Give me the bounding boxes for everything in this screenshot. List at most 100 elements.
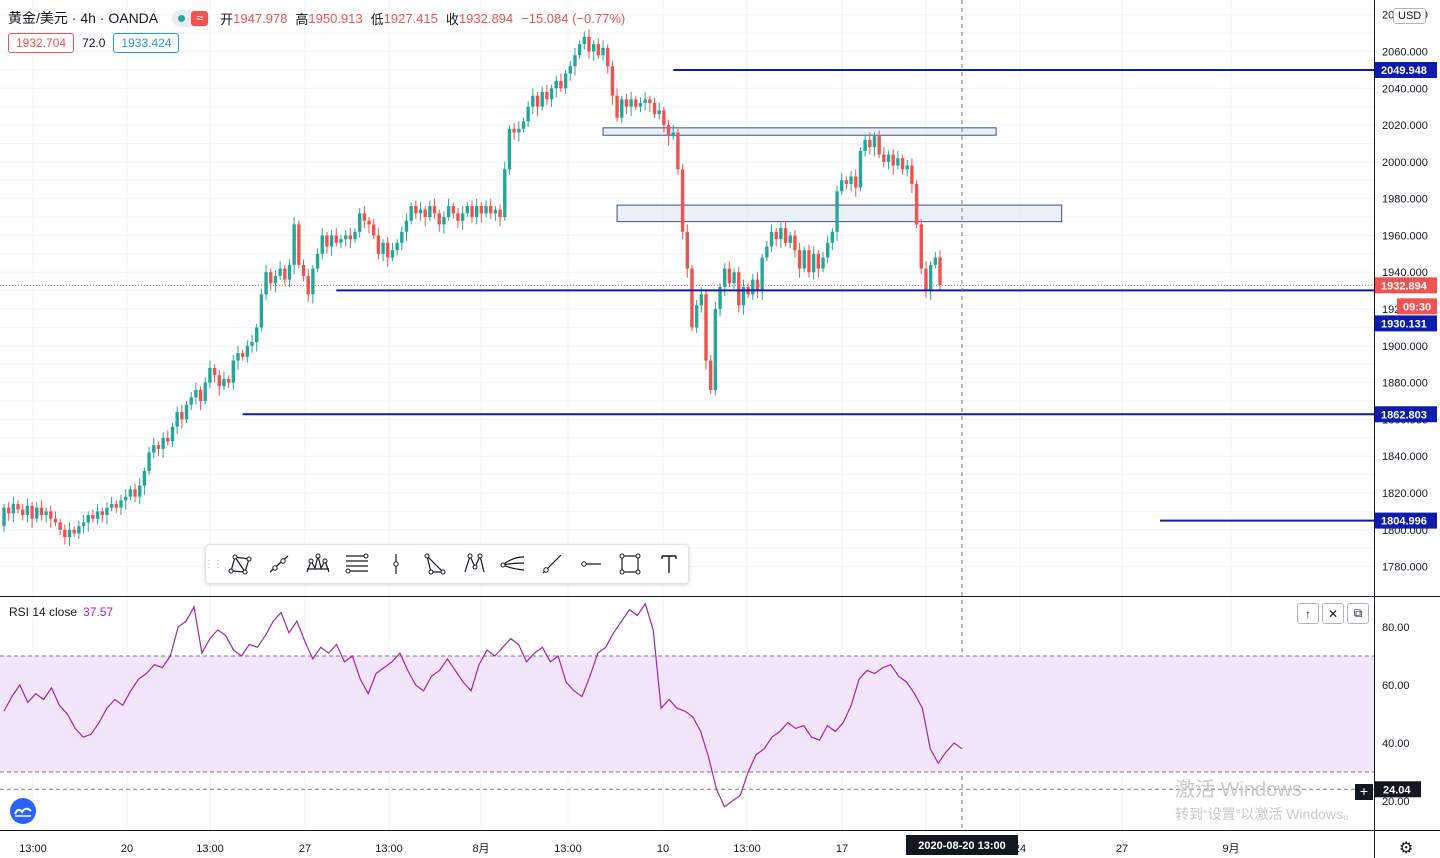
candle-body	[72, 529, 76, 534]
candle-body	[793, 235, 797, 251]
price-tick-label: 2040.000	[1382, 83, 1428, 95]
candle-body	[343, 235, 348, 240]
xabcd-pattern-icon[interactable]	[454, 549, 493, 579]
candle-body	[30, 505, 34, 519]
price-label-box	[1375, 61, 1437, 78]
candle-body	[591, 44, 596, 52]
price-tick-label: 1880.000	[1382, 378, 1428, 390]
time-tick-label: 27	[1116, 843, 1128, 855]
candle-body	[339, 239, 343, 243]
currency-button[interactable]: USD	[1393, 8, 1427, 24]
candle-body	[526, 106, 530, 122]
price-tick-label: 1960.000	[1382, 230, 1428, 242]
candle-body	[386, 242, 390, 258]
price-label-text: 1804.996	[1381, 516, 1427, 528]
abcd-pattern-icon[interactable]	[415, 549, 454, 579]
candle-body	[919, 224, 923, 269]
candle-body	[362, 213, 367, 221]
price-tick-label: 2020.000	[1382, 120, 1428, 132]
candle-body	[821, 257, 825, 269]
candle-body	[6, 507, 11, 514]
candle-body	[283, 268, 287, 280]
candle-body	[465, 206, 470, 214]
open-value: 1947.978	[233, 10, 288, 26]
crosshair-time-text: 2020-08-20 13:00	[918, 840, 1005, 852]
pitchfork-icon[interactable]	[493, 549, 532, 579]
candle-body	[512, 128, 516, 133]
rsi-pane-controls: ↑ ✕ ⧉	[1297, 603, 1369, 624]
candle-body	[620, 99, 624, 118]
candle-body	[348, 235, 353, 240]
trend-line-icon[interactable]	[259, 549, 298, 579]
price-label-text: 1862.803	[1381, 409, 1427, 421]
candle-body	[708, 360, 713, 390]
close-pane-button[interactable]: ✕	[1322, 603, 1344, 624]
candle-body	[685, 231, 689, 269]
high-value: 1950.913	[308, 10, 363, 26]
symbol-title[interactable]: 黄金/美元 · 4h · OANDA	[8, 10, 159, 26]
candle-body	[105, 507, 109, 516]
candle-body	[844, 180, 849, 184]
drag-handle-icon[interactable]: ⋮⋮	[204, 558, 223, 570]
candle-body	[573, 55, 577, 67]
candle-body	[896, 158, 900, 166]
tradingview-logo-icon[interactable]	[10, 798, 36, 824]
candle-body	[58, 522, 62, 530]
candle-body	[886, 154, 891, 162]
candle-body	[245, 345, 250, 357]
candle-body	[905, 165, 909, 170]
add-alert-plus-icon[interactable]: +	[1355, 784, 1373, 800]
candle-body	[194, 389, 198, 398]
head-shoulders-icon[interactable]	[298, 549, 337, 579]
candle-body	[432, 206, 437, 214]
maximize-pane-button[interactable]: ⧉	[1347, 603, 1369, 624]
candle-body	[928, 264, 933, 291]
candle-body	[825, 242, 830, 258]
watermark-line-2: 转到“设置”以激活 Windows。	[1175, 806, 1358, 822]
candle-body	[638, 103, 643, 107]
move-pane-up-button[interactable]: ↑	[1297, 603, 1319, 624]
candle-body	[208, 367, 212, 383]
candle-body	[704, 294, 708, 361]
ray-icon[interactable]	[532, 549, 571, 579]
candle-body	[198, 389, 203, 402]
candle-body	[77, 526, 81, 534]
wave-icon: ≈	[191, 10, 209, 26]
triangle-pattern-icon[interactable]	[220, 549, 259, 579]
price-label-text: 1930.131	[1381, 318, 1427, 330]
fib-retracement-icon[interactable]	[337, 549, 376, 579]
rsi-tick-label: 80.00	[1382, 622, 1410, 634]
candle-body	[568, 66, 572, 74]
candle-body	[657, 110, 661, 115]
gear-icon[interactable]: ⚙	[1399, 840, 1414, 857]
rsi-tick-label: 60.00	[1382, 680, 1410, 692]
buy-price-button[interactable]: 1933.424	[113, 33, 180, 53]
vertical-line-icon[interactable]	[376, 549, 415, 579]
candle-body	[882, 154, 886, 162]
candle-body	[760, 257, 764, 291]
candle-body	[25, 505, 30, 516]
sell-price-button[interactable]: 1932.704	[8, 33, 75, 53]
candle-body	[872, 136, 877, 148]
candle-body	[35, 507, 39, 519]
market-status-pill[interactable]: ≈	[172, 9, 211, 27]
candle-body	[690, 268, 694, 328]
text-icon[interactable]	[649, 549, 688, 579]
candle-body	[273, 275, 278, 284]
time-tick-label: 9月	[1222, 843, 1239, 855]
rsi-title[interactable]: RSI 14 close	[9, 605, 78, 619]
candle-body	[854, 176, 858, 188]
candle-body	[694, 305, 699, 328]
ohlc-legend: 黄金/美元 · 4h · OANDA ≈ 开 1947.978 高 1950.913…	[8, 8, 625, 28]
candle-body	[166, 437, 170, 442]
horizontal-ray-icon[interactable]	[571, 549, 610, 579]
rectangle-icon[interactable]	[610, 549, 649, 579]
candle-body	[2, 507, 6, 527]
rsi-legend: RSI 14 close 37.57	[9, 605, 113, 619]
candle-body	[723, 268, 727, 287]
candle-body	[446, 206, 451, 218]
candle-body	[161, 437, 165, 449]
candle-body	[484, 206, 488, 214]
time-tick-label: 8月	[472, 843, 489, 855]
